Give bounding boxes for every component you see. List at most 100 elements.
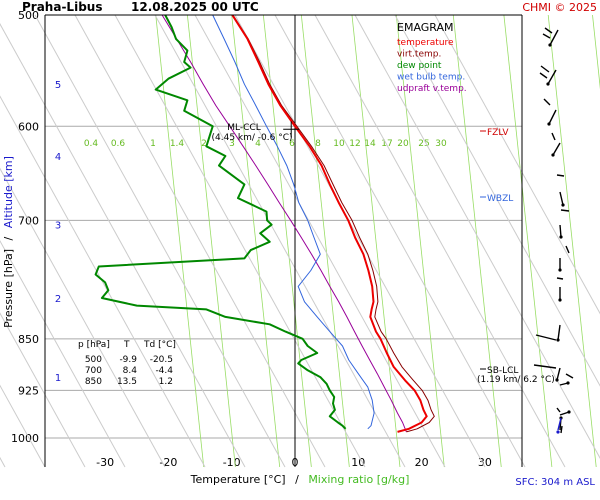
ml-ccl-detail: (4.45 km/ -0.6 °C) bbox=[212, 133, 293, 143]
legend-item-dew-point: dew point bbox=[397, 61, 442, 71]
legend-item-wet-bulb: wet bulb temp. bbox=[397, 73, 465, 83]
skew-isotherm bbox=[194, 14, 446, 468]
y-axis-label-altitude: Altitude [km] bbox=[2, 156, 15, 228]
sounding-datetime: 12.08.2025 00 UTC bbox=[131, 0, 259, 14]
mixing-ratio-label: 12 bbox=[349, 139, 360, 149]
table-cell-t: 13.5 bbox=[117, 377, 137, 387]
mixing-ratio-label: 3 bbox=[229, 139, 235, 149]
temperature-tick-20: 20 bbox=[415, 456, 429, 469]
temperature-tick-10: 10 bbox=[351, 456, 365, 469]
y-axis-title: Pressure [hPa] / Altitude [km] bbox=[2, 156, 15, 328]
table-cell-t: -9.9 bbox=[119, 355, 137, 365]
skew-isotherm bbox=[394, 14, 600, 387]
grid-layer: 5006007008509251000-30-20-10010203012345 bbox=[11, 9, 522, 469]
x-axis-label-mixing: Mixing ratio [g/kg] bbox=[308, 473, 409, 486]
mixing-ratio-label: 17 bbox=[381, 139, 392, 149]
table-cell-td: -20.5 bbox=[150, 355, 173, 365]
wind-barb-dot bbox=[555, 378, 559, 382]
table-header-t: T bbox=[123, 340, 130, 350]
mixing-ratio-lines: 0.4 0.6 1 1.4 2 3 4 6 8 10 12 14 17 20 25 30 bbox=[84, 14, 600, 468]
pressure-tick-925: 925 bbox=[18, 384, 39, 397]
legend: EMAGRAM temperature virt.temp.dew point we… bbox=[397, 21, 467, 94]
mixing-ratio-label: 0.6 bbox=[111, 139, 126, 149]
wind-barb-dot bbox=[546, 82, 550, 86]
wind-barb-staff bbox=[559, 224, 562, 238]
temperature-tick--10: -10 bbox=[223, 456, 241, 469]
mixing-ratio-line bbox=[300, 14, 350, 468]
altitude-tick-5: 5 bbox=[55, 80, 61, 91]
svg-text:Pressure [hPa] / A: Pressure [hPa] / Altitude [km] bbox=[2, 156, 15, 328]
mixing-ratio-label: 4 bbox=[255, 139, 261, 149]
mixing-ratio-label: 6 bbox=[289, 139, 295, 149]
wind-barb-staff bbox=[549, 29, 559, 46]
wind-barb-dot bbox=[558, 268, 562, 272]
mixing-ratio-line bbox=[351, 14, 401, 468]
skew-isotherm bbox=[0, 239, 126, 468]
mixing-ratio-line bbox=[547, 14, 597, 468]
table-cell-p: 850 bbox=[85, 377, 102, 387]
sounding-table: p [hPa] T Td [°C] 500 -9.9 -20.5 700 8.4 -4.4… bbox=[78, 340, 176, 387]
wind-barb-flag bbox=[551, 132, 556, 141]
wind-barb-dot bbox=[556, 338, 560, 342]
skew-isotherm bbox=[434, 14, 600, 315]
wind-barb-staff bbox=[547, 69, 557, 85]
profile-series bbox=[94, 14, 435, 433]
level-markers: ML-CCL(4.45 km/ -0.6 °C) FZLV WBZL SB-LCL(1… bbox=[212, 121, 555, 385]
ml-ccl-label: ML-CCL bbox=[227, 123, 260, 133]
mixing-ratio-label: 25 bbox=[418, 139, 429, 149]
wind-barb-staff bbox=[556, 367, 561, 381]
mixing-ratio-label: 14 bbox=[364, 139, 376, 149]
wind-barb-flag bbox=[565, 245, 570, 254]
pressure-tick-1000: 1000 bbox=[11, 432, 39, 445]
series-dew-point bbox=[94, 14, 347, 430]
table-cell-p: 500 bbox=[85, 355, 102, 365]
chmi-credit: CHMI © 2025 bbox=[522, 1, 597, 14]
wind-barb-flag bbox=[556, 277, 564, 280]
wind-barb-dot bbox=[561, 203, 565, 207]
mixing-ratio-line bbox=[155, 14, 205, 468]
skew-isotherm bbox=[154, 14, 406, 468]
wind-barb-dot bbox=[547, 122, 551, 126]
skew-isotherm bbox=[34, 14, 286, 468]
wind-barb-flag bbox=[560, 425, 563, 434]
skew-isotherm bbox=[74, 14, 326, 468]
wind-barb-flag bbox=[539, 65, 550, 79]
mixing-ratio-line bbox=[452, 14, 502, 468]
pressure-tick-600: 600 bbox=[18, 120, 39, 133]
wind-barb-staff bbox=[559, 191, 564, 206]
wbzl-label: WBZL bbox=[487, 194, 513, 204]
fzlv-label: FZLV bbox=[487, 128, 509, 138]
altitude-tick-3: 3 bbox=[55, 221, 61, 232]
y-axis-label: Pressure [hPa] bbox=[2, 249, 15, 328]
series-wet-bulb bbox=[212, 14, 375, 430]
station-name: Praha-Libus bbox=[22, 0, 102, 14]
wind-barb-dot bbox=[566, 381, 570, 385]
wind-barb-dot bbox=[551, 153, 555, 157]
pressure-tick-500: 500 bbox=[18, 9, 39, 22]
wind-barbs bbox=[533, 27, 574, 434]
temperature-tick--30: -30 bbox=[96, 456, 114, 469]
altitude-tick-4: 4 bbox=[55, 152, 61, 163]
table-header-p: p [hPa] bbox=[78, 340, 110, 350]
wind-barb-staff bbox=[552, 142, 561, 156]
mixing-ratio-line bbox=[186, 14, 236, 468]
wind-barb-flag bbox=[542, 27, 553, 39]
skew-isotherm bbox=[0, 384, 46, 468]
skew-isotherm bbox=[0, 23, 246, 468]
y-axis-separator: / bbox=[2, 236, 15, 240]
x-axis-label: Temperature [°C] bbox=[190, 473, 286, 486]
mixing-ratio-label: 30 bbox=[435, 139, 447, 149]
x-axis-title: Temperature [°C] / Mixing ratio [g/kg] bbox=[190, 473, 410, 486]
mixing-ratio-label: 1.4 bbox=[170, 139, 185, 149]
legend-item-temperature: temperature bbox=[397, 38, 454, 48]
series-temperature bbox=[231, 14, 428, 433]
skew-isotherm bbox=[0, 167, 166, 468]
legend-item-virt-temp: virt.temp. bbox=[397, 50, 441, 60]
mixing-ratio-label: 10 bbox=[333, 139, 345, 149]
pressure-tick-850: 850 bbox=[18, 333, 39, 346]
mixing-ratio-label: 20 bbox=[397, 139, 409, 149]
mixing-ratio-label: 1 bbox=[150, 139, 156, 149]
svg-text:Temperature [°C] /: Temperature [°C] / Mixing ratio [g/kg] bbox=[190, 473, 410, 486]
altitude-tick-1: 1 bbox=[55, 373, 61, 384]
mixing-ratio-line bbox=[395, 14, 445, 468]
